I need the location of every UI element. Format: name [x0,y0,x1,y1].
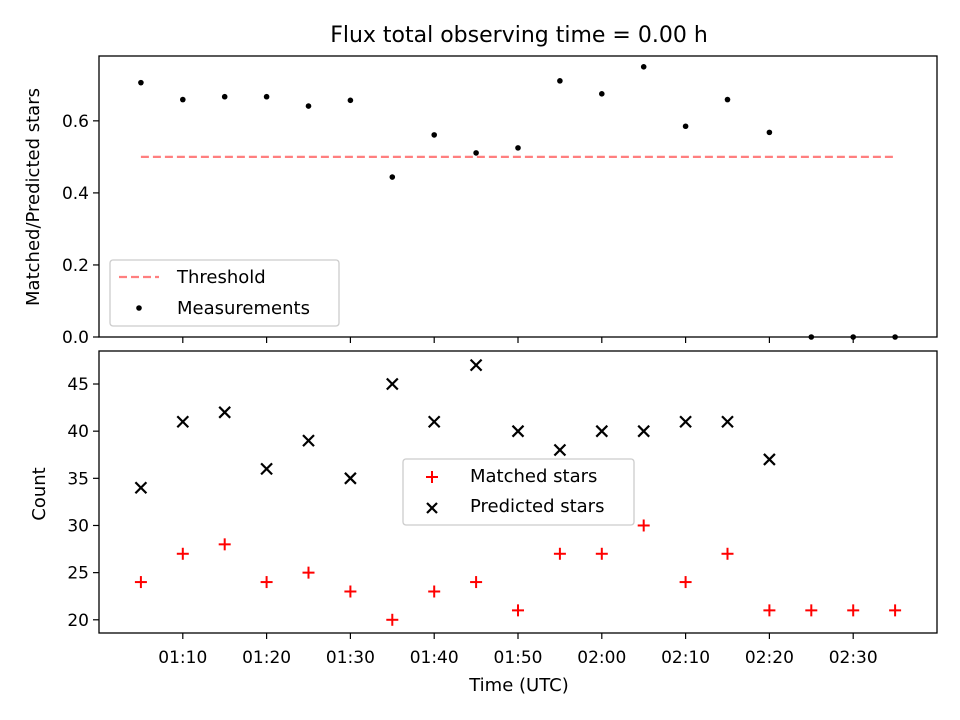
matched-star-point [553,547,566,560]
bottom-y-tick-label: 45 [67,375,89,395]
matched-star-point [470,576,483,589]
bottom-y-tick-label: 30 [67,516,89,536]
x-tick-label: 01:10 [158,648,207,668]
measurement-point [850,334,856,340]
matched-star-point [721,547,734,560]
predicted-star-point [469,358,483,372]
predicted-star-point [344,472,357,485]
x-tick-label: 01:20 [242,648,291,668]
predicted-star-point [302,434,315,447]
top-legend-box [109,259,340,327]
predicted-star-point [134,481,148,495]
x-tick-label: 02:00 [577,648,626,668]
matched-star-point [763,604,776,617]
legend-measurements-swatch [136,305,142,311]
matched-star-point [679,576,692,589]
legend-predicted-label: Predicted stars [470,496,604,517]
matched-star-point [260,576,273,589]
matched-star-point [344,585,357,598]
predicted-star-point [721,415,734,429]
predicted-star-point [763,453,776,466]
bottom-y-tick-label: 20 [67,611,89,631]
matched-star-point [512,604,524,617]
measurement-point [682,123,689,130]
matched-star-point [428,585,441,598]
bottom-y-axis-label: Count [29,467,50,520]
matched-star-point [805,604,818,617]
matched-star-point [889,604,902,617]
matched-star-point [637,519,650,532]
measurement-point [599,91,605,97]
matched-star-point [386,613,399,626]
predicted-star-point [218,406,231,419]
top-y-axis-label: Matched/Predicted stars [23,88,44,306]
top-y-tick-label: 0.2 [62,256,89,276]
measurement-point [389,174,396,180]
legend-predicted-swatch [426,502,438,514]
matched-star-point [847,604,860,617]
measurement-point [766,129,773,136]
x-tick-label: 01:30 [326,648,375,668]
predicted-star-point [260,462,273,476]
x-tick-label: 02:30 [829,648,878,668]
x-tick-label: 02:20 [745,648,794,668]
measurement-point [305,103,312,109]
bottom-legend: Matched stars Predicted stars [402,458,635,526]
x-axis-label: Time (UTC) [468,675,569,696]
measurement-point [263,93,270,100]
measurement-point [808,334,815,340]
predicted-star-point [553,443,567,457]
bottom-y-tick-label: 35 [67,469,89,489]
top-y-tick-label: 0.4 [62,184,89,204]
top-y-tick-label: 0.0 [62,328,89,348]
matched-star-point [218,538,231,551]
measurement-point [180,96,186,103]
measurement-point [724,96,731,103]
measurement-point [473,150,479,156]
x-tick-label: 02:10 [661,648,710,668]
predicted-star-point [637,424,650,438]
predicted-star-point [679,415,692,429]
legend-measurements-label: Measurements [177,298,310,319]
chart-title: Flux total observing time = 0.00 h [330,23,708,48]
bottom-legend-box [402,458,635,526]
matched-star-point [302,566,315,579]
measurement-point [431,132,438,138]
matched-star-point [595,547,608,560]
predicted-star-point [427,415,441,429]
bottom-y-tick-label: 25 [67,564,89,584]
predicted-star-point [595,424,609,438]
legend-matched-label: Matched stars [470,466,597,487]
x-tick-label: 01:40 [410,648,459,668]
bottom-y-tick-label: 40 [67,422,89,442]
legend-matched-swatch [426,471,438,483]
legend-threshold-label: Threshold [176,267,266,288]
matched-star-point [134,576,147,589]
measurement-point [557,78,563,84]
top-y-tick-label: 0.6 [62,112,89,132]
predicted-star-point [386,377,399,391]
predicted-star-point [511,424,525,438]
measurement-point [221,93,228,100]
measurement-point [892,334,898,340]
predicted-star-point [176,415,190,429]
measurement-point [640,64,647,70]
x-tick-label: 01:50 [494,648,543,668]
measurement-point [138,79,144,86]
top-legend: Threshold Measurements [109,259,340,327]
measurement-point [347,97,354,104]
measurement-point [515,145,521,151]
matched-star-point [176,547,189,560]
